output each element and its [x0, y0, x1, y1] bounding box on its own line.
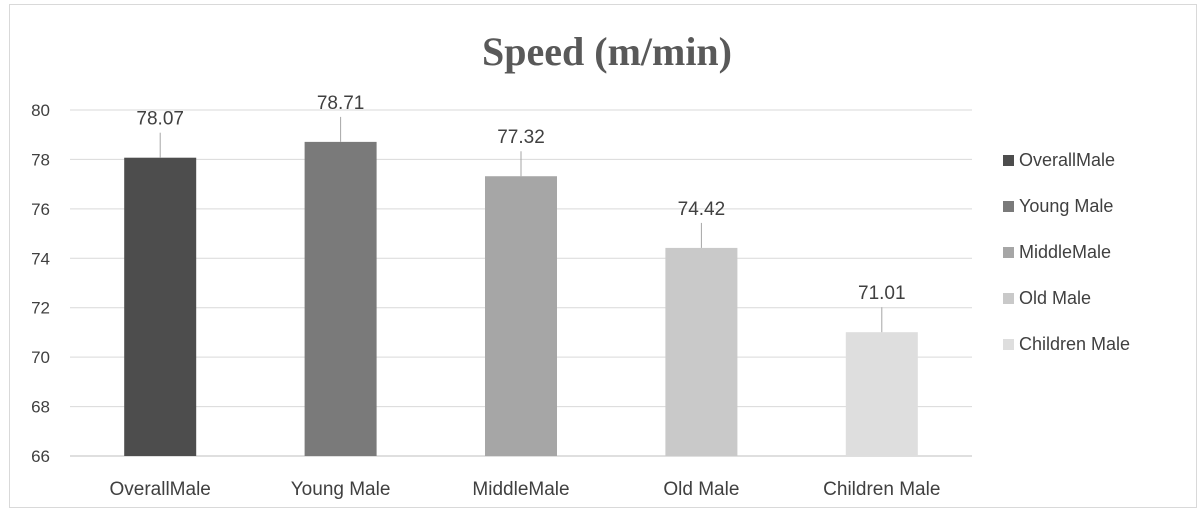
- legend-swatch: [1003, 155, 1014, 166]
- legend-entry: Old Male: [1019, 288, 1091, 308]
- y-tick-label: 78: [31, 150, 50, 169]
- legend-entry: Young Male: [1019, 196, 1113, 216]
- x-category-label: Young Male: [291, 479, 391, 500]
- x-category-label: MiddleMale: [472, 479, 569, 500]
- legend-entry: MiddleMale: [1019, 242, 1111, 262]
- legend-swatch: [1003, 293, 1014, 304]
- y-tick-label: 80: [31, 101, 50, 120]
- data-label: 78.71: [317, 93, 365, 114]
- data-label: 74.42: [678, 199, 726, 220]
- legend-entry: Children Male: [1019, 334, 1130, 354]
- y-tick-label: 66: [31, 447, 50, 466]
- y-tick-label: 72: [31, 299, 50, 318]
- bar: [304, 141, 377, 457]
- data-label: 78.07: [136, 109, 184, 130]
- data-label: 77.32: [497, 127, 545, 148]
- legend-entry: OverallMale: [1019, 150, 1115, 170]
- bars: [124, 141, 918, 457]
- x-category-label: Children Male: [823, 479, 940, 500]
- y-tick-label: 70: [31, 348, 50, 367]
- chart-frame: [9, 4, 1197, 508]
- legend-swatch: [1003, 201, 1014, 212]
- x-category-label: Old Male: [663, 479, 739, 500]
- x-axis-categories: OverallMale Young Male MiddleMale Old Male C…: [110, 479, 941, 500]
- data-label-leaders: [159, 116, 883, 333]
- data-labels: 78.07 78.71 77.32 74.42 71.01: [136, 93, 905, 304]
- chart-title: Speed (m/min): [482, 29, 732, 74]
- legend-swatch: [1003, 247, 1014, 258]
- legend-swatch: [1003, 339, 1014, 350]
- y-tick-label: 76: [31, 200, 50, 219]
- bar: [845, 332, 918, 456]
- bar: [485, 176, 557, 456]
- y-tick-label: 74: [31, 249, 50, 268]
- data-label: 71.01: [858, 283, 906, 304]
- y-axis-ticks: 66 68 70 72 74 76 78 80: [31, 101, 50, 466]
- bar: [124, 157, 197, 456]
- x-category-label: OverallMale: [110, 479, 211, 500]
- bar: [665, 247, 738, 456]
- y-tick-label: 68: [31, 398, 50, 417]
